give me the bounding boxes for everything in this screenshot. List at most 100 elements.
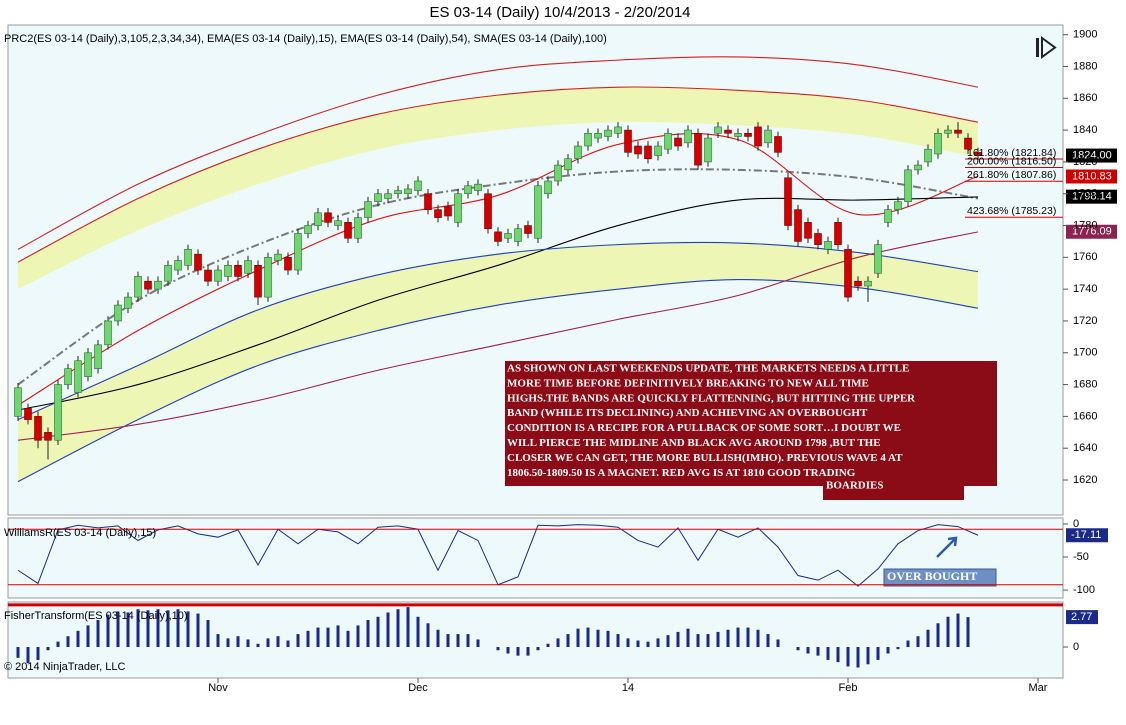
candle-body [914, 164, 922, 171]
play-button[interactable] [1036, 36, 1057, 59]
annotation-text: AS SHOWN ON LAST WEEKENDS UPDATE, THE MA… [507, 363, 909, 375]
candle-body [254, 264, 262, 298]
y-tick-label: 1700 [1073, 347, 1097, 359]
candle-body [604, 129, 612, 137]
fisher-bar [26, 647, 30, 664]
y-tick-label: 1620 [1073, 474, 1097, 486]
candle-body [564, 158, 572, 171]
callout-text: OVER BOUGHT [887, 569, 977, 583]
x-tick-label: Nov [208, 682, 228, 694]
candle-body [124, 296, 132, 309]
overlay-line [17, 56, 979, 250]
indicator-label: PRC2(ES 03-14 (Daily),3,105,2,3,34,34), … [4, 33, 607, 45]
price-marker-label: 1824.00 [1072, 149, 1112, 161]
y-tick-label: 1640 [1073, 442, 1097, 454]
annotation-text: BOARDIES [826, 480, 883, 492]
fisher-bar [426, 623, 430, 648]
candle-body [324, 212, 332, 223]
fisher-bar [86, 625, 90, 648]
fisher-bar [646, 641, 650, 648]
fisher-bar [326, 627, 330, 648]
fisher-bar [66, 636, 70, 648]
candle-body [674, 137, 682, 147]
fisher-bar [686, 628, 690, 648]
candle-body [764, 129, 772, 144]
candle-body [874, 244, 882, 274]
overlay-line [17, 133, 979, 406]
fisher-bar [756, 629, 760, 648]
candle-body [514, 228, 522, 242]
fisher-bar [56, 641, 60, 648]
fisher-bar [866, 647, 870, 665]
fisher-bar [886, 647, 890, 654]
candle-body [464, 185, 472, 195]
fib-label: 161.80% (1821.84) [967, 147, 1056, 159]
annotation-text: HIGHS.THE BANDS ARE QUICKLY FLATTENNING,… [507, 392, 916, 404]
band [18, 86, 978, 290]
fisher-bar [336, 625, 340, 648]
fisher-bar [906, 640, 910, 648]
fisher-bar [126, 612, 130, 648]
fisher-bar [456, 634, 460, 648]
candle-body [294, 233, 302, 271]
fisher-bar [366, 620, 370, 648]
fisher-bar [536, 647, 540, 651]
fisher-bar [116, 611, 120, 648]
play-triangle [1041, 36, 1057, 59]
x-tick-label: Mar [1029, 682, 1048, 694]
candle-body [794, 209, 802, 242]
callout-box [883, 568, 997, 587]
fisher-bar [946, 616, 950, 648]
candle-body [44, 431, 52, 441]
fisher-bar [556, 638, 560, 648]
price-marker [1066, 224, 1117, 239]
value-marker [1066, 528, 1108, 543]
fisher-panel [7, 601, 1064, 679]
candle-body [494, 231, 502, 242]
candle-body [164, 264, 172, 282]
fisher-bar [266, 638, 270, 648]
candle-body [964, 137, 972, 150]
candle-body [644, 145, 652, 160]
fisher-bar [316, 627, 320, 648]
annotation-text: WILL PIERCE THE MIDLINE AND BLACK AVG AR… [507, 437, 881, 449]
y-tick-label: 1800 [1073, 188, 1097, 200]
fisher-bar [216, 634, 220, 648]
fisher-bar [636, 640, 640, 648]
fisher-bar [656, 638, 660, 648]
y-tick-label: 1720 [1073, 315, 1097, 327]
fisher-bar [926, 629, 930, 648]
candle-body [334, 220, 342, 226]
candle-body [944, 129, 952, 134]
candle-body [104, 320, 112, 346]
candle-body [704, 137, 712, 163]
annotation-text: CLOSER WE CAN GET, THE MORE BULLISH(IMHO… [507, 452, 903, 464]
plot-layer: 161.80% (1821.84)200.00% (1816.50) 261.80… [8, 29, 1117, 694]
fisher-bar [36, 647, 40, 660]
fisher-bar [156, 609, 160, 648]
price-marker [1066, 189, 1117, 204]
fisher-bar [406, 607, 410, 648]
fisher-bar [626, 638, 630, 648]
fisher-bar [596, 629, 600, 648]
candle-body [784, 177, 792, 226]
candle-body [554, 164, 562, 182]
candle-body [404, 188, 412, 195]
fisher-bar [236, 636, 240, 648]
candle-body [304, 225, 312, 234]
candle-body [834, 222, 842, 245]
fisher-bar [196, 613, 200, 648]
fisher-bar [136, 609, 140, 648]
y-tick-label: -50 [1073, 551, 1089, 563]
fisher-bar [776, 639, 780, 648]
fisher-bar [546, 643, 550, 648]
fisher-bar [206, 620, 210, 648]
fisher-bar [706, 634, 710, 648]
fisher-bar [846, 647, 850, 667]
fisher-bar [166, 610, 170, 648]
candle-body [204, 269, 212, 282]
candle-body [14, 387, 22, 417]
fib-label: 423.68% (1785.23) [967, 205, 1056, 217]
candle-body [84, 352, 92, 377]
